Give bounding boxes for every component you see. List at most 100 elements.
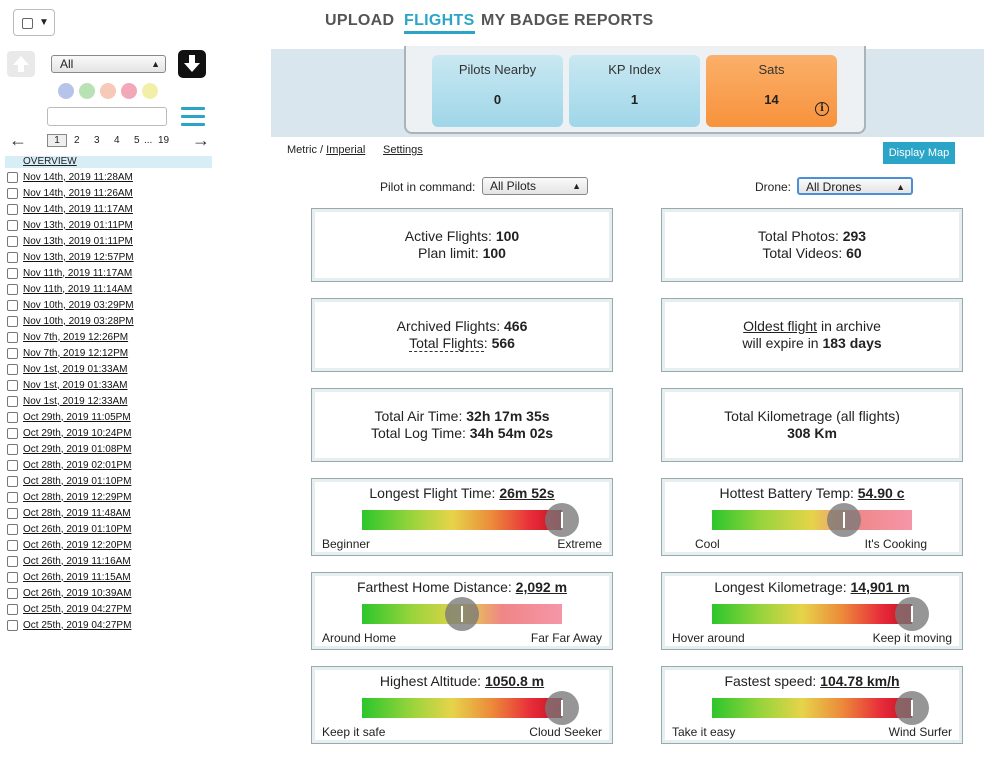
gauge-value-link[interactable]: 54.90 c <box>857 485 905 501</box>
flight-search-input[interactable] <box>47 107 167 126</box>
pager-page[interactable]: 5 <box>134 135 140 146</box>
flight-link[interactable]: Oct 28th, 2019 12:29PM <box>23 491 132 503</box>
flight-checkbox[interactable] <box>7 171 18 183</box>
flight-checkbox[interactable] <box>7 395 18 407</box>
drone-select[interactable]: All Drones ▲ <box>797 177 913 195</box>
flight-link[interactable]: Nov 14th, 2019 11:28AM <box>23 171 133 183</box>
download-arrow-button[interactable] <box>178 50 206 78</box>
color-filter-dot[interactable] <box>142 83 158 99</box>
pager-page[interactable]: 2 <box>74 135 80 146</box>
flight-checkbox[interactable] <box>7 251 18 263</box>
flight-link[interactable]: Oct 29th, 2019 11:05PM <box>23 411 131 423</box>
flight-link[interactable]: Nov 11th, 2019 11:14AM <box>23 283 133 295</box>
color-filter-dot[interactable] <box>100 83 116 99</box>
gauge-value-link[interactable]: 26m 52s <box>499 485 555 501</box>
flight-filter-select[interactable]: All ▲ <box>51 55 166 73</box>
flight-link[interactable]: Nov 10th, 2019 03:28PM <box>23 315 134 327</box>
flight-checkbox[interactable] <box>7 219 18 231</box>
flight-link[interactable]: Oct 25th, 2019 04:27PM <box>23 603 132 615</box>
pager-page[interactable]: 4 <box>114 135 120 146</box>
flight-link[interactable]: Oct 29th, 2019 10:24PM <box>23 427 132 439</box>
gauge-value-link[interactable]: 1050.8 m <box>484 673 545 689</box>
flight-link[interactable]: Oct 26th, 2019 11:15AM <box>23 571 131 583</box>
flight-link[interactable]: Nov 7th, 2019 12:12PM <box>23 347 129 359</box>
flight-checkbox[interactable] <box>7 555 18 567</box>
tab-my-badge[interactable]: MY BADGE <box>481 12 570 29</box>
flight-link[interactable]: Oct 26th, 2019 10:39AM <box>23 587 132 599</box>
flight-link[interactable]: Oct 26th, 2019 11:16AM <box>23 555 131 567</box>
pager-current-page[interactable]: 1 <box>47 134 67 147</box>
flight-checkbox[interactable] <box>7 331 18 343</box>
total-log-time-label: Total Log Time: <box>370 425 466 441</box>
flight-link[interactable]: Nov 13th, 2019 12:57PM <box>23 251 134 263</box>
pager-page[interactable]: 3 <box>94 135 100 146</box>
flight-checkbox[interactable] <box>7 347 18 359</box>
info-icon[interactable]: i <box>815 102 829 116</box>
overview-link[interactable]: OVERVIEW <box>5 156 212 168</box>
flight-checkbox[interactable] <box>7 475 18 487</box>
flight-checkbox[interactable] <box>7 443 18 455</box>
upload-arrow-button[interactable] <box>7 51 35 77</box>
flight-checkbox[interactable] <box>7 523 18 535</box>
color-filter-dot[interactable] <box>79 83 95 99</box>
flight-checkbox[interactable] <box>7 619 18 631</box>
flight-link[interactable]: Oct 29th, 2019 01:08PM <box>23 443 132 455</box>
oldest-flight-link[interactable]: Oldest flight <box>743 318 818 334</box>
flight-checkbox[interactable] <box>7 507 18 519</box>
flight-checkbox[interactable] <box>7 491 18 503</box>
menu-icon[interactable] <box>181 107 205 127</box>
flight-checkbox[interactable] <box>7 603 18 615</box>
flight-link[interactable]: Nov 1st, 2019 01:33AM <box>23 379 128 391</box>
flight-link[interactable]: Nov 13th, 2019 01:11PM <box>23 235 133 247</box>
flight-checkbox[interactable] <box>7 539 18 551</box>
pager-prev-arrow[interactable]: ← <box>9 130 27 150</box>
flight-checkbox[interactable] <box>7 363 18 375</box>
flight-checkbox[interactable] <box>7 459 18 471</box>
total-flights-label[interactable]: Total Flights <box>409 335 484 352</box>
flight-checkbox[interactable] <box>7 283 18 295</box>
flight-link[interactable]: Nov 13th, 2019 01:11PM <box>23 219 133 231</box>
flight-link[interactable]: Oct 26th, 2019 12:20PM <box>23 539 132 551</box>
flight-checkbox[interactable] <box>7 427 18 439</box>
select-all-dropdown[interactable]: ▼ <box>13 9 55 36</box>
flight-link[interactable]: Oct 26th, 2019 01:10PM <box>23 523 132 535</box>
gauge-value-link[interactable]: 104.78 km/h <box>820 673 900 689</box>
flight-checkbox[interactable] <box>7 299 18 311</box>
flight-link[interactable]: Oct 25th, 2019 04:27PM <box>23 619 132 631</box>
color-filter-dot[interactable] <box>121 83 137 99</box>
gauge-bar <box>362 503 579 537</box>
pager-next-arrow[interactable]: → <box>192 130 210 150</box>
flight-checkbox[interactable] <box>7 379 18 391</box>
gauge-value-link[interactable]: 2,092 m <box>515 579 568 595</box>
flight-link[interactable]: Nov 14th, 2019 11:17AM <box>23 203 133 215</box>
flight-link[interactable]: Nov 14th, 2019 11:26AM <box>23 187 133 199</box>
flight-checkbox[interactable] <box>7 187 18 199</box>
flight-checkbox[interactable] <box>7 587 18 599</box>
tab-reports[interactable]: REPORTS <box>574 12 654 29</box>
flight-link[interactable]: Nov 10th, 2019 03:29PM <box>23 299 134 311</box>
flight-checkbox[interactable] <box>7 203 18 215</box>
tab-upload[interactable]: UPLOAD <box>325 12 395 29</box>
flight-checkbox[interactable] <box>7 411 18 423</box>
tab-flights[interactable]: FLIGHTS <box>404 12 475 34</box>
flight-link[interactable]: Oct 28th, 2019 11:48AM <box>23 507 131 519</box>
flight-checkbox[interactable] <box>7 235 18 247</box>
flight-link[interactable]: Oct 28th, 2019 02:01PM <box>23 459 132 471</box>
color-filter-dot[interactable] <box>58 83 74 99</box>
metric-option[interactable]: Metric <box>287 144 317 156</box>
flight-checkbox[interactable] <box>7 315 18 327</box>
display-map-button[interactable]: Display Map <box>883 142 955 164</box>
settings-link[interactable]: Settings <box>383 144 423 156</box>
flight-link[interactable]: Nov 11th, 2019 11:17AM <box>23 267 133 279</box>
flight-link[interactable]: Nov 7th, 2019 12:26PM <box>23 331 129 343</box>
flight-checkbox[interactable] <box>7 571 18 583</box>
gauge-value-link[interactable]: 14,901 m <box>850 579 910 595</box>
imperial-link[interactable]: Imperial <box>326 144 366 156</box>
flight-link[interactable]: Nov 1st, 2019 01:33AM <box>23 363 128 375</box>
pilot-select[interactable]: All Pilots ▲ <box>482 177 588 195</box>
pager-page[interactable]: 19 <box>158 135 170 146</box>
flight-link[interactable]: Oct 28th, 2019 01:10PM <box>23 475 132 487</box>
flight-list-item: Nov 11th, 2019 11:14AM <box>7 281 212 297</box>
flight-link[interactable]: Nov 1st, 2019 12:33AM <box>23 395 128 407</box>
flight-checkbox[interactable] <box>7 267 18 279</box>
